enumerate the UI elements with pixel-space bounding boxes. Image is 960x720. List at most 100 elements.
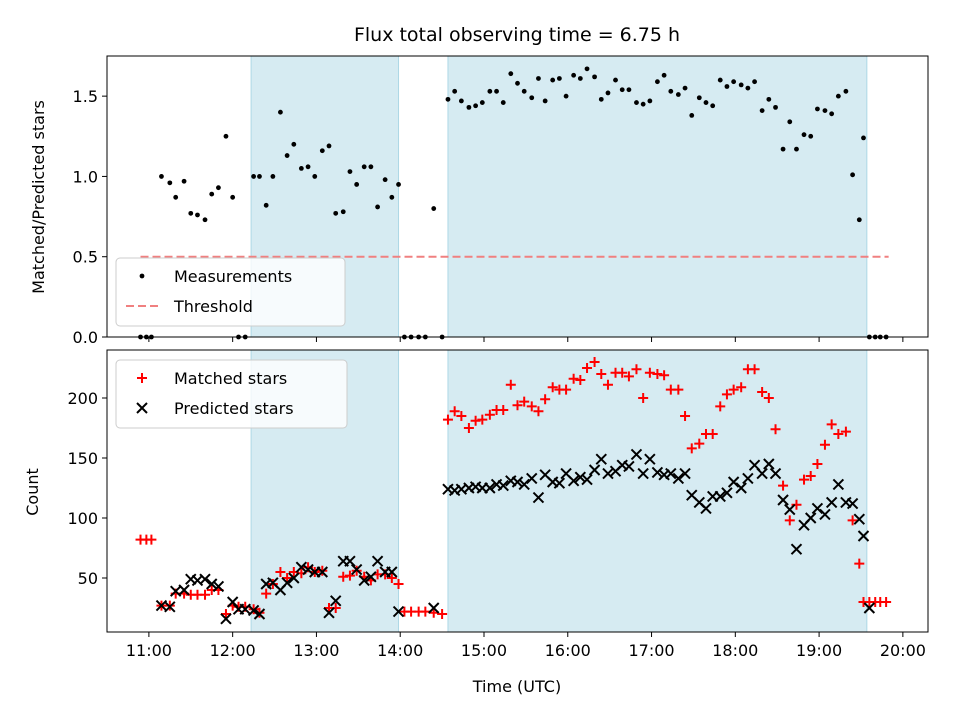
measurement-point <box>829 111 835 117</box>
predicted-star-point <box>484 482 496 494</box>
matched-star-point <box>833 429 844 439</box>
measurement-point <box>613 77 618 83</box>
matched-star-point <box>799 474 810 485</box>
legend-box <box>115 257 346 327</box>
matched-star-point <box>505 379 516 390</box>
x-tick-label: 17:00 <box>628 641 674 660</box>
measurement-point <box>263 202 269 208</box>
predicted-star-point <box>371 555 384 567</box>
matched-star-point <box>589 357 600 367</box>
measurement-point <box>500 100 506 105</box>
measurement-point <box>556 76 562 81</box>
measurement-point <box>298 166 304 171</box>
measurement-point <box>312 174 318 179</box>
predicted-star-point <box>727 476 740 488</box>
matched-star-point <box>736 382 747 393</box>
predicted-star-point <box>344 555 356 567</box>
matched-star-point <box>533 406 544 417</box>
measurement-point <box>487 88 493 94</box>
predicted-star-point <box>853 513 866 525</box>
matched-star-point <box>282 573 293 583</box>
measurement-point <box>529 95 535 101</box>
measurement-point <box>738 82 744 88</box>
matched-star-point <box>812 459 823 469</box>
predicted-star-point <box>178 584 190 596</box>
measurement-point <box>515 80 520 86</box>
y-tick-label: 150 <box>67 449 98 468</box>
matched-star-point <box>652 369 663 379</box>
measurement-point <box>843 88 849 94</box>
matched-star-point <box>386 573 397 583</box>
measurement-point <box>801 132 807 138</box>
legend-box <box>115 359 348 429</box>
measurement-point <box>571 72 577 78</box>
predicted-star-point <box>518 478 530 491</box>
measurement-point <box>689 113 695 118</box>
measurement-point <box>431 206 437 211</box>
measurement-point <box>542 98 548 104</box>
matched-star-point <box>470 415 481 426</box>
y-tick-label: 50 <box>78 569 98 588</box>
predicted-star-point <box>295 561 308 573</box>
measurement-point <box>389 194 395 200</box>
matched-star-point <box>275 567 286 577</box>
y-tick-label: 0.5 <box>73 248 98 267</box>
predicted-star-point <box>253 608 266 620</box>
matched-star-point <box>540 394 551 405</box>
measurement-point <box>257 174 262 179</box>
measurement-point <box>216 185 221 191</box>
matched-star-point <box>344 570 355 581</box>
matched-star-point <box>631 364 642 375</box>
matched-star-point <box>763 393 774 403</box>
matched-star-point <box>442 414 453 425</box>
predicted-star-point <box>651 466 664 479</box>
matched-star-point <box>715 401 726 412</box>
measurement-point <box>291 141 297 147</box>
x-tick-label: 19:00 <box>796 641 842 660</box>
measurement-point <box>584 66 590 72</box>
predicted-star-point <box>302 563 314 576</box>
axes-frame <box>106 55 929 338</box>
predicted-star-point <box>212 580 225 593</box>
measurement-point <box>173 194 179 200</box>
matched-star-point <box>840 426 851 437</box>
matched-star-point <box>617 367 628 378</box>
measurement-point <box>368 164 374 170</box>
measurement-point <box>333 210 339 216</box>
matched-star-point <box>568 373 579 384</box>
measurement-point <box>508 71 514 77</box>
predicted-star-point <box>526 472 538 485</box>
matched-star-point <box>437 609 448 619</box>
measurement-point <box>815 106 820 112</box>
predicted-star-point <box>832 478 845 491</box>
measurement-point <box>473 103 479 109</box>
matched-star-point <box>512 400 523 411</box>
measurement-point <box>494 88 499 94</box>
predicted-star-point <box>672 472 685 485</box>
measurement-point <box>209 191 215 197</box>
matched-star-point <box>826 419 837 430</box>
measurement-point <box>536 76 541 81</box>
series-measurements <box>138 66 889 340</box>
matched-star-point <box>463 423 474 433</box>
predicted-star-point <box>714 490 726 503</box>
predicted-star-point <box>199 573 211 585</box>
measurement-point <box>661 72 667 78</box>
predicted-star-point <box>365 571 377 583</box>
measurement-point <box>251 174 257 179</box>
measurement-point <box>563 93 569 99</box>
x-tick-label: 18:00 <box>712 641 758 660</box>
axes-frame <box>106 349 929 633</box>
measurement-point <box>452 88 458 94</box>
predicted-star-point <box>857 530 870 542</box>
measurement-point <box>605 90 611 96</box>
legend-measurements-marker <box>139 273 145 279</box>
measurement-point <box>731 79 737 85</box>
measurement-point <box>759 108 765 113</box>
x-axis-label: Time (UTC) <box>472 677 561 696</box>
measurement-point <box>458 98 464 104</box>
measurement-point <box>703 100 709 105</box>
matched-star-point <box>728 384 739 395</box>
predicted-star-point <box>790 543 803 555</box>
predicted-star-point <box>602 467 614 480</box>
